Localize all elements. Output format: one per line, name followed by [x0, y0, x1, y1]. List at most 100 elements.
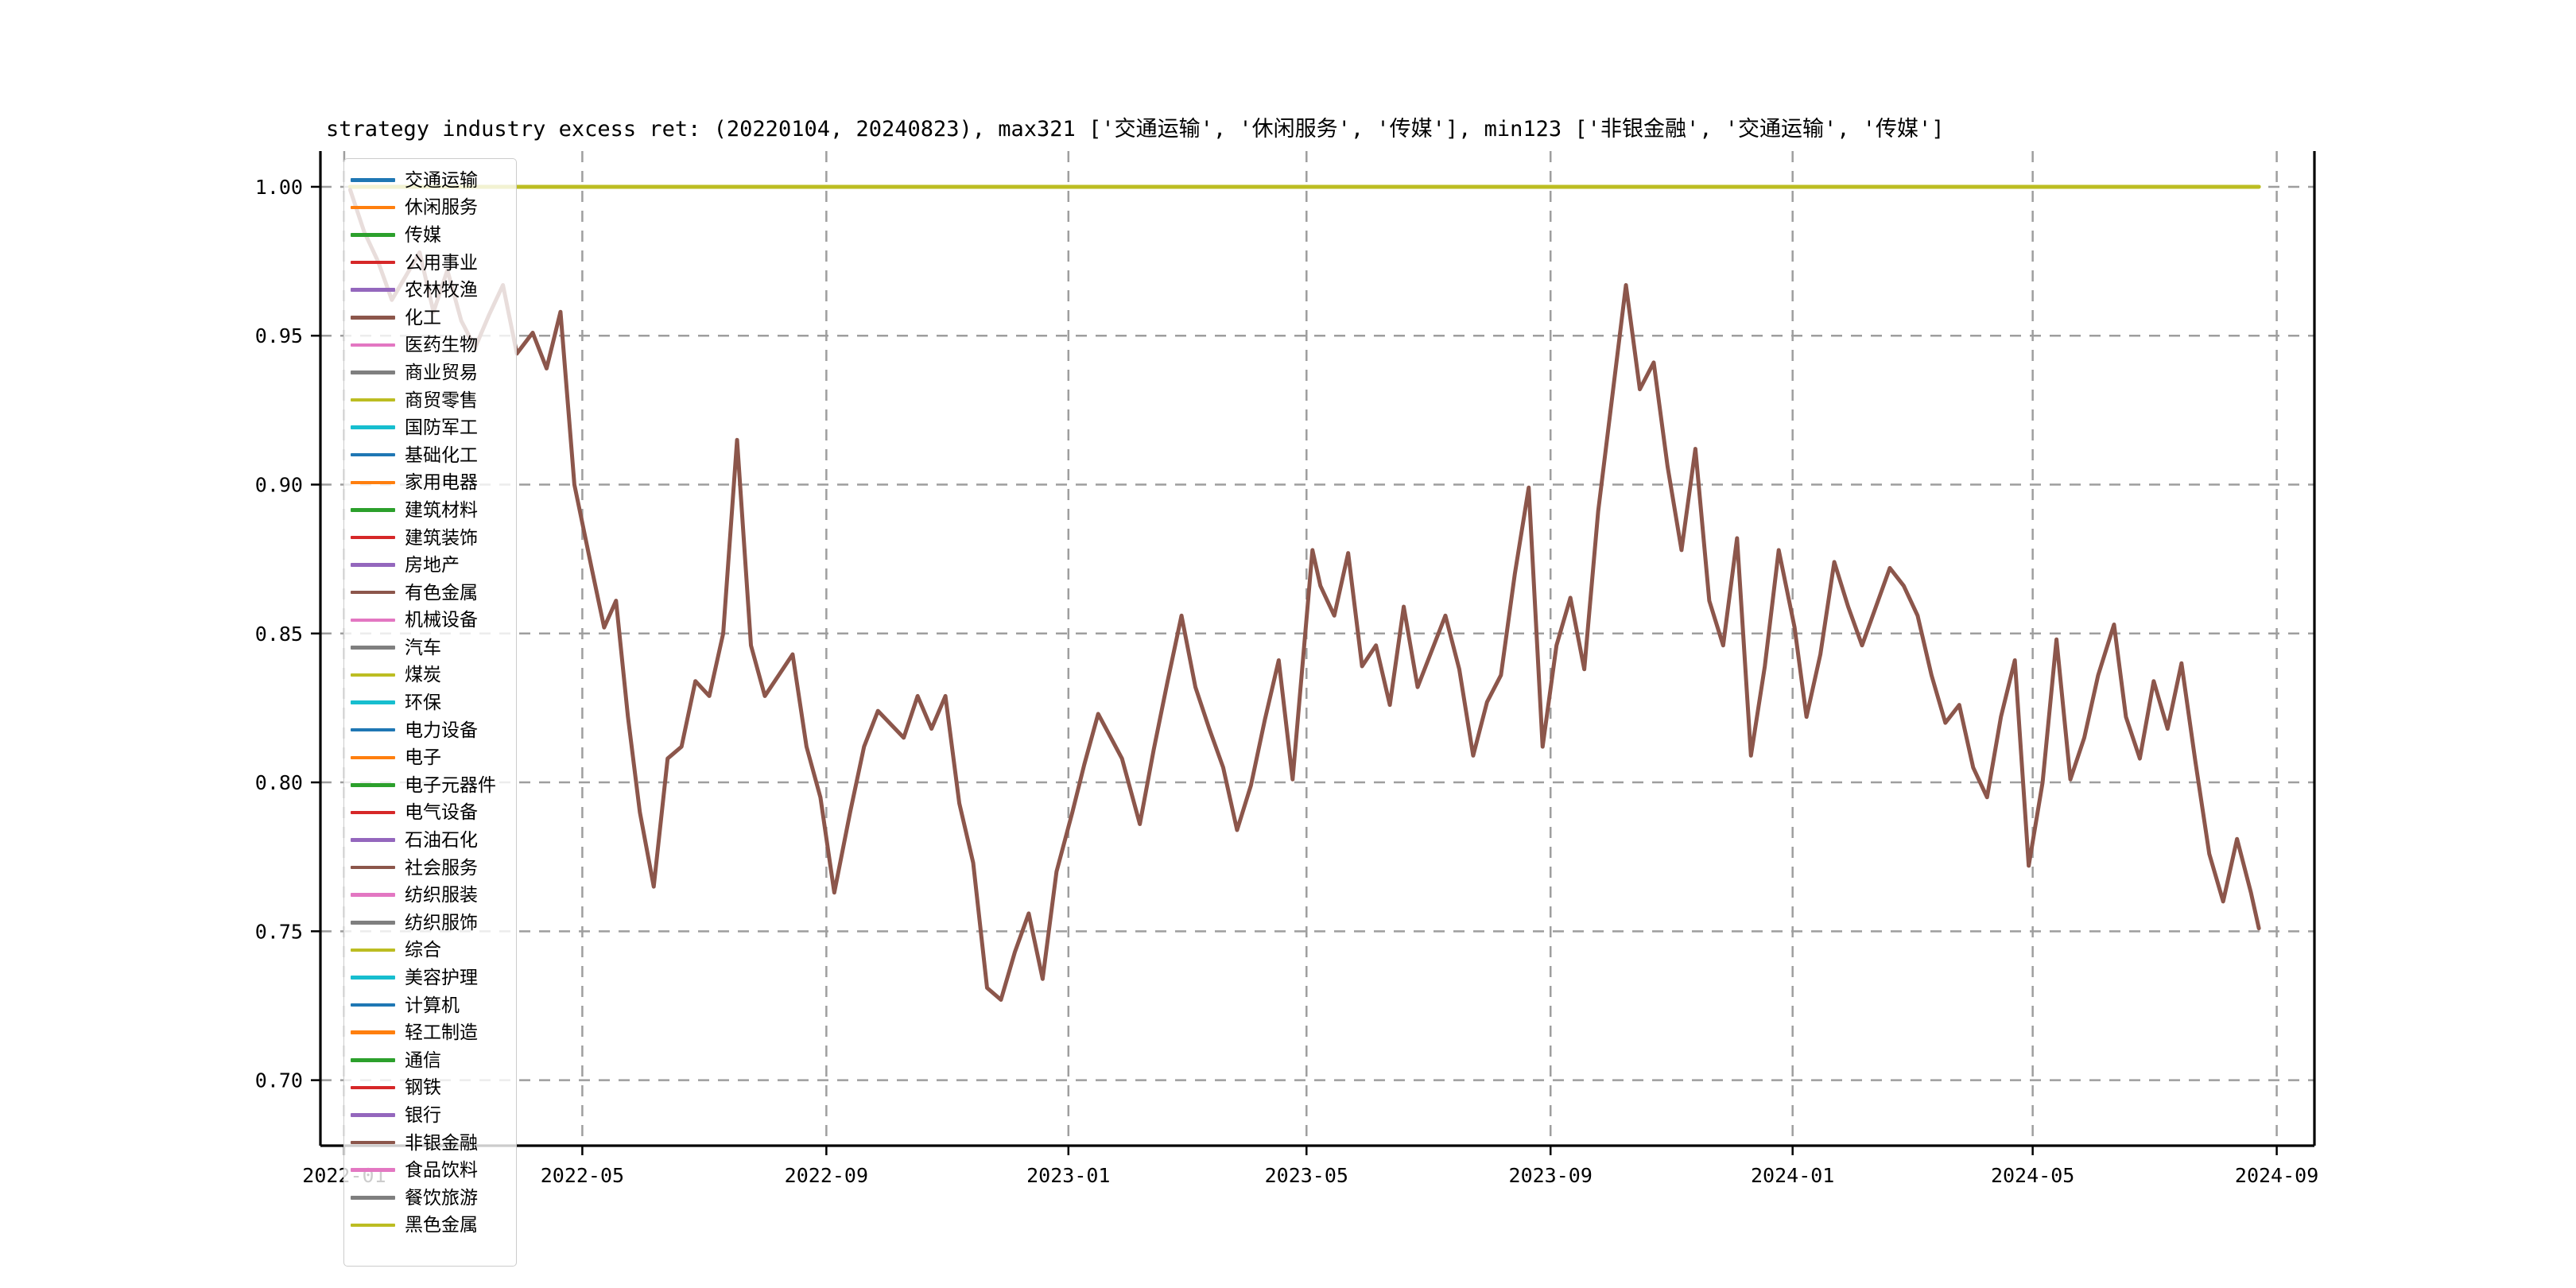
xtick-label: 2024-05	[1991, 1164, 2074, 1187]
legend-color-swatch	[351, 1223, 395, 1228]
legend-item[interactable]: 商业贸易	[343, 359, 517, 386]
legend-color-swatch	[351, 178, 395, 182]
legend-item-label: 公用事业	[405, 251, 478, 273]
axes-spines	[319, 151, 2316, 1147]
ytick-label: 1.00	[255, 176, 303, 199]
legend-color-swatch	[351, 646, 395, 650]
legend-item-label: 房地产	[405, 554, 460, 576]
legend-color-swatch	[351, 563, 395, 567]
legend-item[interactable]: 煤炭	[343, 661, 517, 689]
legend-item-label: 黑色金属	[405, 1214, 478, 1236]
legend-item[interactable]: 传媒	[343, 221, 517, 249]
legend-box[interactable]	[343, 158, 517, 1267]
legend-item[interactable]: 建筑装饰	[343, 524, 517, 552]
legend-color-swatch	[351, 480, 395, 485]
legend-item[interactable]: 食品饮料	[343, 1156, 517, 1184]
legend-item[interactable]: 公用事业	[343, 249, 517, 277]
series-layer	[347, 184, 2261, 1002]
legend-color-swatch	[351, 618, 395, 623]
legend-item[interactable]: 家用电器	[343, 469, 517, 497]
legend-item-label: 休闲服务	[405, 196, 478, 218]
legend-item[interactable]: 汽车	[343, 634, 517, 661]
legend-item[interactable]: 非银金融	[343, 1129, 517, 1157]
legend-item[interactable]: 交通运输	[343, 166, 517, 194]
legend-item-label: 国防军工	[405, 417, 478, 438]
xtick-label: 2023-05	[1265, 1164, 1348, 1187]
legend-item[interactable]: 基础化工	[343, 441, 517, 469]
legend-item[interactable]: 餐饮旅游	[343, 1184, 517, 1212]
legend-item[interactable]: 电气设备	[343, 799, 517, 827]
legend-item[interactable]: 房地产	[343, 551, 517, 579]
legend-item[interactable]: 黑色金属	[343, 1212, 517, 1240]
chart-title: strategy industry excess ret: (20220104,…	[326, 117, 1945, 142]
legend-item[interactable]: 社会服务	[343, 854, 517, 882]
legend-item-label: 计算机	[405, 994, 460, 1015]
legend-item[interactable]: 环保	[343, 689, 517, 716]
legend-item[interactable]: 电力设备	[343, 716, 517, 744]
xtick-label: 2023-09	[1509, 1164, 1593, 1187]
legend-item-label: 建筑装饰	[405, 526, 478, 548]
legend-color-swatch	[351, 976, 395, 980]
legend-color-swatch	[351, 1058, 395, 1062]
legend-item[interactable]: 建筑材料	[343, 496, 517, 524]
legend-item-label: 电气设备	[405, 801, 478, 823]
legend-item-label: 银行	[405, 1104, 441, 1125]
legend-color-swatch	[351, 673, 395, 677]
legend-item[interactable]: 轻工制造	[343, 1018, 517, 1046]
legend-item[interactable]: 商贸零售	[343, 386, 517, 414]
ytick-label: 0.80	[255, 771, 303, 794]
legend-item-label: 商贸零售	[405, 389, 478, 410]
legend-color-swatch	[351, 343, 395, 347]
series-line	[347, 188, 2261, 1002]
legend-list[interactable]: 交通运输 休闲服务传媒公用事业农林牧渔 化工 医药生物商业贸易商贸零售国防军工基础化工…	[343, 158, 517, 1267]
legend-item[interactable]: 通信	[343, 1046, 517, 1074]
legend-item-label: 电子元器件	[405, 774, 496, 795]
legend-color-swatch	[351, 810, 395, 815]
legend-item[interactable]: 银行	[343, 1101, 517, 1129]
legend-item-label: 基础化工	[405, 444, 478, 465]
legend-item-label: 纺织服饰	[405, 911, 478, 933]
legend-item[interactable]: 机械设备	[343, 607, 517, 634]
ytick-label: 0.90	[255, 473, 303, 496]
legend-color-swatch	[351, 425, 395, 429]
legend-color-swatch	[351, 1113, 395, 1117]
legend-item[interactable]: 电子	[343, 743, 517, 771]
legend-color-swatch	[351, 590, 395, 595]
legend-item[interactable]: 农林牧渔	[343, 276, 517, 304]
xtick-label: 2024-09	[2235, 1164, 2318, 1187]
legend-item[interactable]: 纺织服饰	[343, 909, 517, 937]
legend-item[interactable]: 国防军工	[343, 413, 517, 441]
legend-color-swatch	[351, 783, 395, 787]
ytick-label: 0.95	[255, 324, 303, 347]
legend-color-swatch	[351, 260, 395, 265]
legend-color-swatch	[351, 316, 395, 320]
legend-item[interactable]: 有色金属	[343, 579, 517, 607]
legend-item[interactable]: 化工	[343, 304, 517, 332]
legend-item[interactable]: 电子元器件	[343, 771, 517, 799]
legend-item[interactable]: 综合	[343, 937, 517, 964]
legend-item-label: 食品饮料	[405, 1159, 478, 1181]
legend-item[interactable]: 美容护理	[343, 964, 517, 991]
legend-item[interactable]: 休闲服务	[343, 194, 517, 222]
legend-item-label: 医药生物	[405, 334, 478, 355]
xtick-label: 2022-09	[785, 1164, 868, 1187]
legend-color-swatch	[351, 1085, 395, 1090]
legend-item[interactable]: 纺织服装	[343, 881, 517, 909]
xtick-label: 2024-01	[1751, 1164, 1834, 1187]
legend-item[interactable]: 石油石化	[343, 826, 517, 854]
legend-item[interactable]: 钢铁	[343, 1074, 517, 1102]
legend-item-label: 商业贸易	[405, 361, 478, 382]
legend-item-label: 电力设备	[405, 719, 478, 740]
legend-item-label: 传媒	[405, 223, 441, 245]
legend-item-label: 煤炭	[405, 664, 441, 685]
legend-item[interactable]: 医药生物	[343, 332, 517, 359]
legend-item-label: 通信	[405, 1049, 441, 1070]
legend-item-label: 餐饮旅游	[405, 1186, 478, 1208]
legend-color-swatch	[351, 205, 395, 210]
legend-item-label: 石油石化	[405, 829, 478, 851]
legend-item-label: 建筑材料	[405, 499, 478, 520]
legend-item[interactable]: 计算机	[343, 991, 517, 1019]
legend-item-label: 非银金融	[405, 1131, 478, 1153]
